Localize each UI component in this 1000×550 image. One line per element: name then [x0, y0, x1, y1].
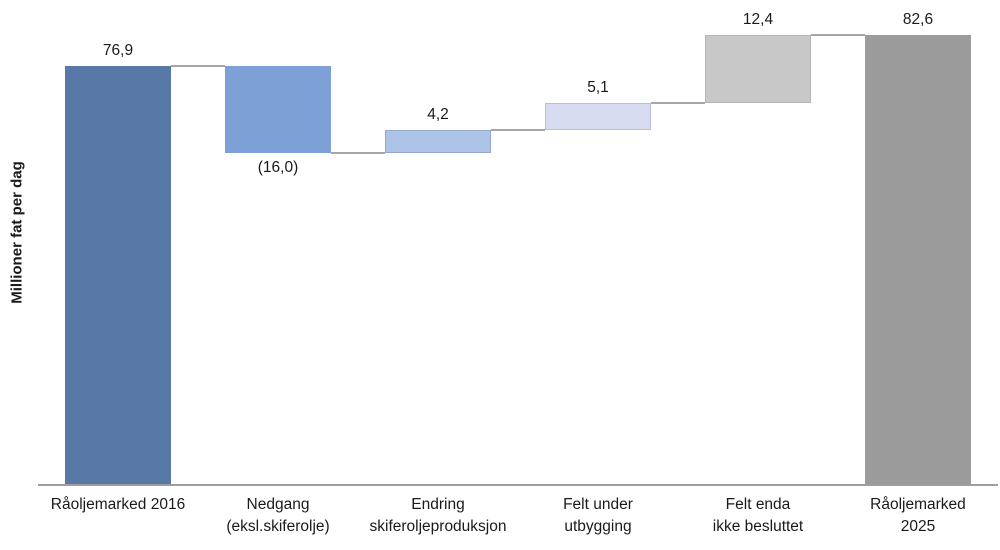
bar-felt-enda-ikke-besluttet	[705, 35, 811, 103]
category-label-felt-enda-ikke-besluttet: Felt enda ikke besluttet	[712, 496, 804, 535]
bar-nedgang-eksl-skiferolje	[225, 66, 331, 154]
connector-4	[651, 101, 705, 104]
bar-raoljemarked-2025	[865, 35, 971, 485]
value-label-raoljemarked-2016: 76,9	[102, 42, 134, 60]
category-label-felt-under-utbygging: Felt under utbygging	[563, 496, 633, 535]
value-label-endring-skiferoljeproduksjon: 4,2	[427, 106, 449, 124]
connector-2	[331, 152, 385, 155]
category-label-endring-skiferoljeproduksjon: Endring skiferoljeproduksjon	[369, 496, 507, 535]
value-label-felt-under-utbygging: 5,1	[587, 78, 609, 96]
category-label-nedgang-eksl-skiferolje: Nedgang (eksl.skiferolje)	[226, 496, 330, 535]
connector-1	[171, 65, 225, 68]
category-label-raoljemarked-2016: Råoljemarked 2016	[50, 496, 186, 513]
value-label-felt-enda-ikke-besluttet: 12,4	[742, 11, 774, 28]
connector-5	[811, 34, 865, 36]
value-label-nedgang-eksl-skiferolje: (16,0)	[257, 159, 299, 177]
bar-endring-skiferoljeproduksjon	[385, 130, 491, 154]
connector-3	[491, 129, 545, 132]
x-axis-line	[38, 484, 998, 486]
value-label-raoljemarked-2025: 82,6	[902, 11, 934, 28]
bar-raoljemarked-2016	[65, 66, 171, 485]
bar-felt-under-utbygging	[545, 102, 651, 131]
category-label-raoljemarked-2025: Råoljemarked 2025	[870, 496, 966, 535]
